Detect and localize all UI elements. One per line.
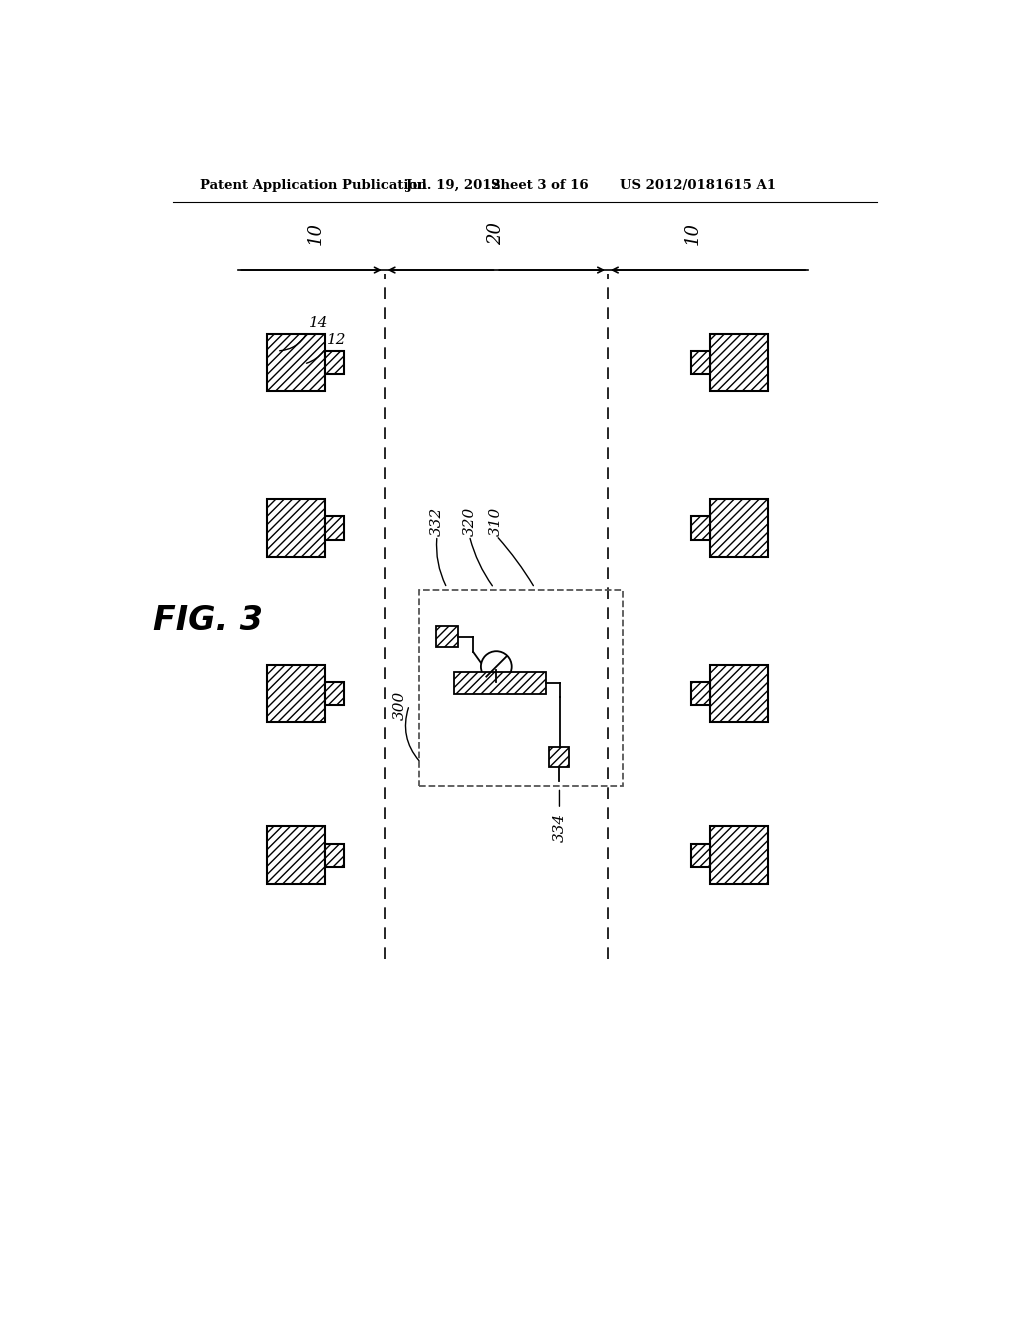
Text: Patent Application Publication: Patent Application Publication [200,178,427,191]
Text: 12: 12 [327,333,346,347]
Bar [267,334,325,391]
Bar [691,843,710,867]
Text: 300: 300 [392,690,407,719]
Bar [325,351,344,374]
Bar [267,499,325,557]
Text: 320: 320 [463,507,476,536]
Text: 10: 10 [306,222,325,246]
Bar [710,499,768,557]
Bar [454,672,547,693]
Bar [419,590,624,785]
Bar [436,626,458,647]
Bar [710,665,768,722]
Text: Sheet 3 of 16: Sheet 3 of 16 [490,178,589,191]
Text: 10: 10 [684,222,701,246]
Text: 334: 334 [553,813,566,842]
Bar [325,843,344,867]
Bar [267,826,325,884]
Bar [325,516,344,540]
Bar [267,665,325,722]
Text: 20: 20 [487,222,505,246]
Text: FIG. 3: FIG. 3 [153,605,262,638]
Text: 310: 310 [489,507,504,536]
Bar [691,516,710,540]
Text: US 2012/0181615 A1: US 2012/0181615 A1 [621,178,776,191]
Bar [691,682,710,705]
Text: 14: 14 [309,315,329,330]
Bar [691,351,710,374]
Text: Jul. 19, 2012: Jul. 19, 2012 [407,178,501,191]
Bar [710,826,768,884]
Bar [325,682,344,705]
Bar [710,334,768,391]
Text: 332: 332 [430,507,444,536]
Bar [550,747,569,767]
